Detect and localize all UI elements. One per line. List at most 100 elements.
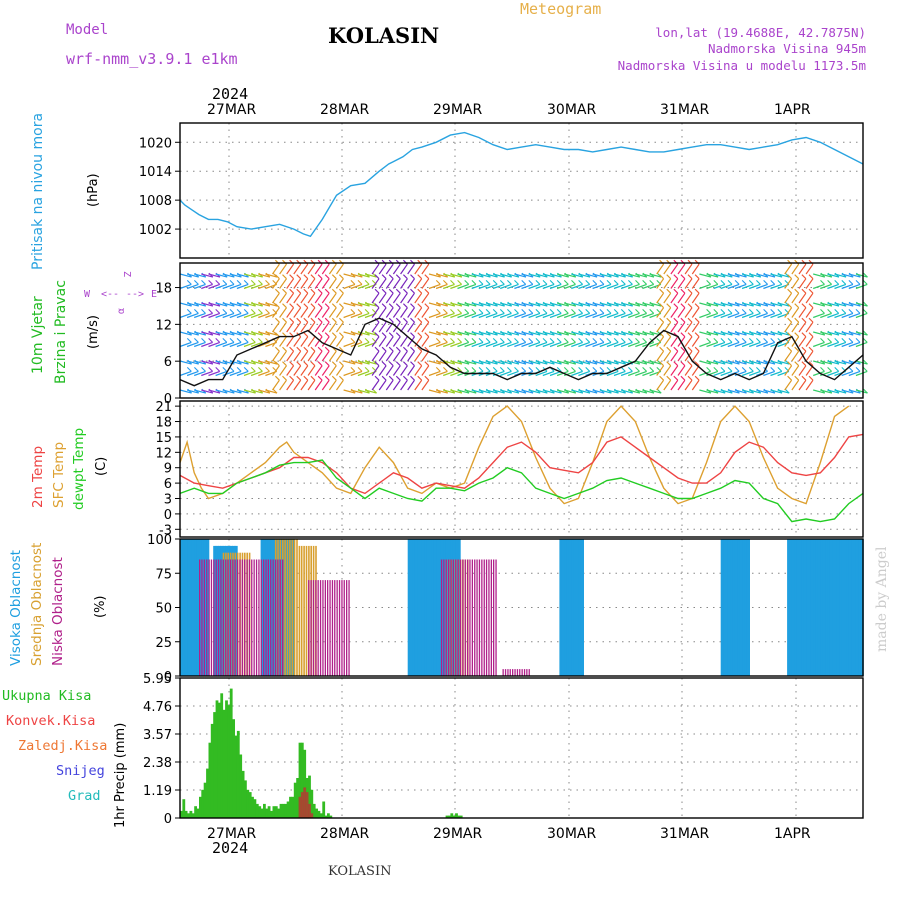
wind-barb	[521, 312, 534, 319]
precip-bar	[199, 796, 202, 818]
cloud-bar	[445, 559, 447, 676]
wind-barb-flag	[620, 280, 626, 285]
wind-barb	[215, 331, 228, 336]
wind-barb	[855, 370, 868, 377]
wind-barb-flag	[808, 317, 814, 323]
precip-bar	[263, 803, 266, 818]
precip-bar	[267, 806, 271, 818]
wind-barb	[385, 350, 394, 362]
cloud-bar	[187, 539, 191, 676]
wind-barb	[564, 302, 576, 307]
wind-barb-flag	[556, 367, 562, 372]
wind-barb	[215, 370, 228, 377]
wind-barb	[820, 312, 832, 319]
precip-bar	[317, 810, 321, 818]
cloud-bar	[260, 559, 262, 676]
wind-barb	[215, 312, 228, 319]
wind-barb	[656, 365, 665, 376]
wind-barb-flag	[599, 280, 605, 285]
wind-barb	[485, 312, 498, 319]
wind-barb	[841, 370, 854, 377]
wind-barb-flag	[720, 338, 726, 343]
wind-barb	[500, 360, 512, 365]
wind-barb	[841, 273, 854, 278]
wind-barb-flag	[339, 332, 344, 338]
panel-labels: Pritisak na nivou mora (hPa) 10m Vjetar …	[2, 113, 128, 828]
wind-barb-flag	[763, 280, 768, 285]
wind-barb	[464, 341, 477, 348]
wind-barb-flag	[578, 338, 583, 343]
wind-barb-flag	[820, 309, 825, 314]
cloud-bar	[417, 539, 421, 676]
altitude-text: Nadmorska Visina 945m	[708, 41, 866, 56]
wind-barb-flag	[848, 280, 854, 285]
wind-barb-flag	[862, 338, 868, 343]
wind-barb-flag	[578, 280, 583, 285]
wind-barb	[734, 302, 747, 307]
model-altitude-text: Nadmorska Visina u modelu 1173.5m	[618, 58, 866, 73]
wind-barb	[535, 312, 548, 319]
wind-barb	[670, 379, 679, 391]
wind-barb	[578, 360, 591, 365]
wind-barb-flag	[275, 361, 280, 367]
wind-barb-flag	[841, 309, 847, 314]
wind-barb-flag	[748, 309, 754, 314]
wind-barb	[250, 273, 263, 278]
precip-bar	[260, 808, 264, 818]
cloud-bar	[739, 539, 743, 676]
wind-barb	[784, 292, 793, 304]
cloud-bar	[277, 559, 279, 676]
wind-barb-flag	[303, 346, 309, 352]
wind-barb	[435, 312, 448, 319]
cloud-bar	[448, 559, 450, 676]
wind-barb	[378, 263, 387, 275]
wind-barb	[236, 389, 249, 394]
wind-barb	[414, 263, 423, 275]
wind-barb	[713, 370, 726, 377]
wind-barb-flag	[787, 332, 792, 338]
wind-barb	[699, 312, 711, 319]
wind-barb	[599, 360, 612, 365]
wind-barb-flag	[435, 309, 441, 314]
wind-barb-flag	[310, 303, 316, 309]
wind-barb-flag	[585, 280, 591, 285]
precip-ytick-label: 5.95	[143, 672, 172, 687]
wind-barb	[507, 370, 519, 377]
wind-barb-flag	[734, 280, 740, 285]
wind-barb	[812, 312, 825, 319]
wind-barb-flag	[410, 332, 415, 338]
wind-barb-flag	[388, 274, 394, 280]
wind-barb	[222, 283, 235, 290]
wind-barb	[813, 331, 825, 336]
wind-barb	[457, 331, 470, 336]
temp-ytick-label: 6	[164, 477, 172, 492]
wind-barb	[855, 341, 868, 348]
wind-barb	[435, 302, 448, 307]
wind-barb	[635, 360, 648, 365]
wind-barb	[500, 389, 512, 394]
wind-barb	[798, 292, 807, 304]
cloud-bar	[253, 559, 255, 676]
cloud-bar	[234, 559, 236, 676]
wind-barb-flag	[317, 288, 323, 294]
cloud-bar	[810, 539, 814, 676]
wind-barb	[392, 292, 401, 304]
date-label-top: 1APR	[774, 102, 811, 118]
wind-barb	[827, 370, 839, 377]
wind-barb	[514, 389, 527, 394]
wind-barb-flag	[310, 346, 316, 352]
wind-barb	[777, 389, 790, 394]
cloud-bar	[346, 580, 348, 676]
wind-barb	[571, 283, 583, 290]
wind-barb-flag	[381, 361, 387, 367]
wind-barb	[834, 302, 847, 307]
wind-barb	[478, 331, 491, 336]
wind-barb-flag	[424, 375, 430, 381]
precip-bar	[277, 808, 280, 818]
wind-barb	[741, 360, 754, 365]
cloud-bar	[272, 539, 276, 676]
cloud-bar	[414, 539, 418, 676]
cloud-bar	[282, 559, 284, 676]
wind-barb-flag	[620, 309, 626, 314]
wind-barb-flag	[666, 303, 672, 309]
